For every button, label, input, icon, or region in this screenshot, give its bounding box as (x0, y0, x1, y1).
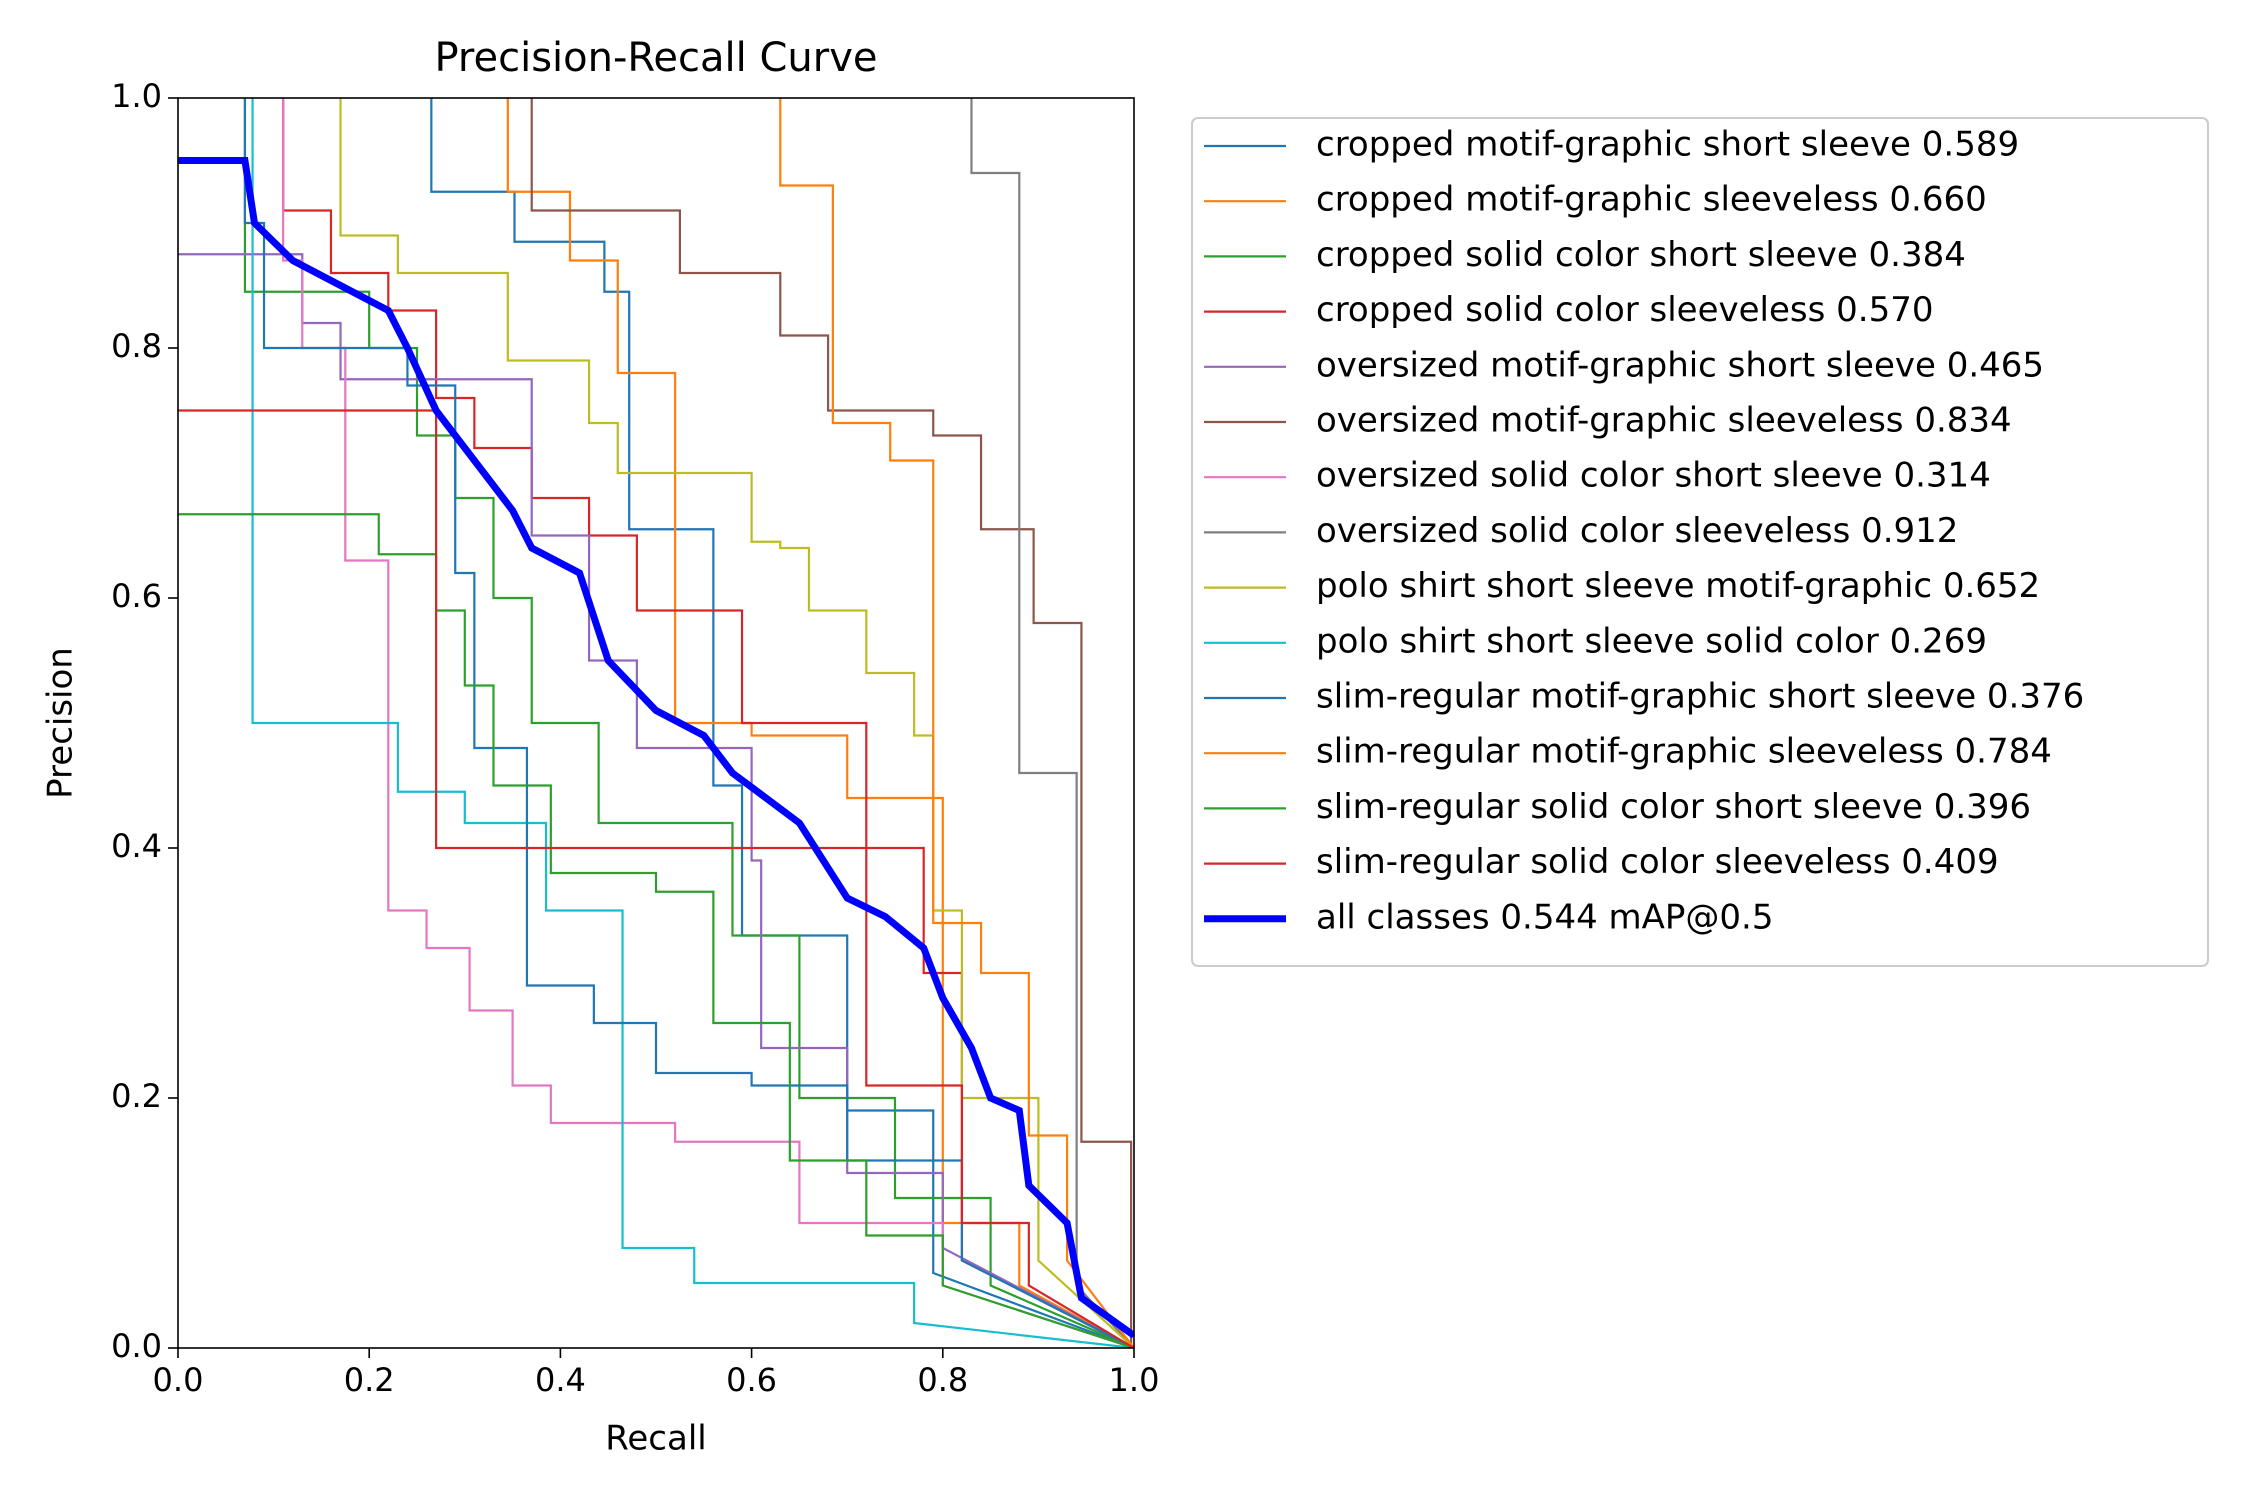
y-tick-label: 1.0 (111, 77, 162, 115)
y-tick-label: 0.8 (111, 327, 162, 365)
pr-curve (178, 157, 1134, 1339)
pr-curve (243, 98, 1134, 1348)
y-axis-label: Precision (41, 647, 81, 799)
pr-curve (779, 98, 1134, 1348)
x-axis-label: Recall (605, 1419, 706, 1459)
legend-label: polo shirt short sleeve solid color 0.26… (1316, 621, 1987, 661)
y-tick-label: 0.6 (111, 577, 162, 615)
legend-label: oversized motif-graphic short sleeve 0.4… (1316, 345, 2044, 385)
legend-label: cropped motif-graphic sleeveless 0.660 (1316, 180, 1987, 220)
legend-label: slim-regular solid color sleeveless 0.40… (1316, 842, 1999, 882)
pr-curve (339, 98, 1134, 1348)
legend-box (1191, 117, 2209, 967)
x-tick-label: 1.0 (1109, 1361, 1160, 1399)
plot-area (178, 98, 1134, 1348)
x-tick-label: 0.2 (344, 1361, 395, 1399)
x-tick-label: 0.8 (917, 1361, 968, 1399)
x-tick-label: 0.4 (535, 1361, 586, 1399)
legend-label: oversized solid color sleeveless 0.912 (1316, 511, 1958, 551)
legend-label: all classes 0.544 mAP@0.5 (1316, 897, 1773, 937)
y-tick-label: 0.2 (111, 1077, 162, 1115)
pr-curve (430, 98, 1134, 1348)
pr-curve (251, 98, 1134, 1348)
x-tick-label: 0.0 (153, 1361, 204, 1399)
y-tick-label: 0.0 (111, 1327, 162, 1365)
pr-curve (530, 98, 1133, 1348)
legend-label: oversized solid color short sleeve 0.314 (1316, 456, 1991, 496)
legend-label: slim-regular motif-graphic sleeveless 0.… (1316, 732, 2052, 772)
pr-curve (282, 98, 1134, 1348)
legend-label: cropped motif-graphic short sleeve 0.589 (1316, 125, 2019, 165)
legend-label: cropped solid color short sleeve 0.384 (1316, 235, 1966, 275)
legend-label: slim-regular motif-graphic short sleeve … (1316, 677, 2084, 717)
x-tick-label: 0.6 (726, 1361, 777, 1399)
axes-frame (177, 97, 1135, 1349)
y-tick-label: 0.4 (111, 827, 162, 865)
legend-label: polo shirt short sleeve motif-graphic 0.… (1316, 566, 2040, 606)
legend-label: cropped solid color sleeveless 0.570 (1316, 290, 1934, 330)
pr-curve (178, 409, 1134, 1348)
legend-label: oversized motif-graphic sleeveless 0.834 (1316, 401, 2012, 441)
chart-title: Precision-Recall Curve (435, 35, 878, 81)
legend-label: slim-regular solid color short sleeve 0.… (1316, 787, 2031, 827)
